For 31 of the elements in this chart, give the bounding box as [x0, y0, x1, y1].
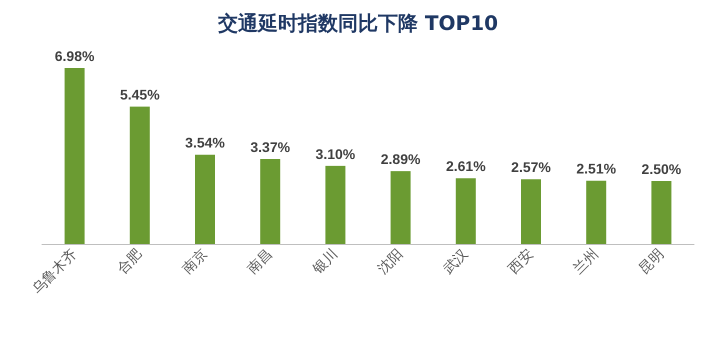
- data-label: 2.50%: [642, 160, 682, 177]
- x-tick-label: 南昌: [244, 246, 276, 278]
- x-tick-label: 武汉: [440, 246, 472, 278]
- bar: [260, 159, 280, 244]
- data-label: 3.54%: [185, 134, 226, 151]
- bar: [195, 154, 215, 244]
- bar: [586, 180, 606, 244]
- data-label: 5.45%: [120, 86, 160, 103]
- data-label: 2.89%: [380, 151, 421, 168]
- bar: [456, 178, 476, 244]
- x-tick-label: 乌鲁木齐: [29, 246, 80, 298]
- data-label: 6.98%: [54, 48, 95, 64]
- bar: [130, 106, 150, 244]
- x-tick-label: 西安: [506, 246, 537, 278]
- data-label: 3.10%: [316, 146, 356, 162]
- x-tick-label: 银川: [309, 246, 342, 278]
- x-tick-label: 昆明: [636, 246, 668, 278]
- data-label: 2.57%: [511, 159, 552, 176]
- bar: [651, 180, 672, 244]
- data-label: 3.37%: [250, 139, 291, 156]
- x-tick-label: 南京: [180, 246, 211, 278]
- bar: [390, 171, 411, 244]
- x-tick-label: 沈阳: [375, 246, 406, 278]
- data-label: 2.61%: [446, 158, 486, 174]
- x-tick-label: 兰州: [570, 246, 602, 278]
- bar: [521, 179, 541, 244]
- bar: [325, 166, 346, 244]
- data-label: 2.51%: [576, 160, 617, 177]
- bar: [64, 68, 85, 244]
- chart-title: 交通延时指数同比下降 TOP10: [216, 11, 498, 35]
- x-tick-label: 合肥: [114, 246, 146, 278]
